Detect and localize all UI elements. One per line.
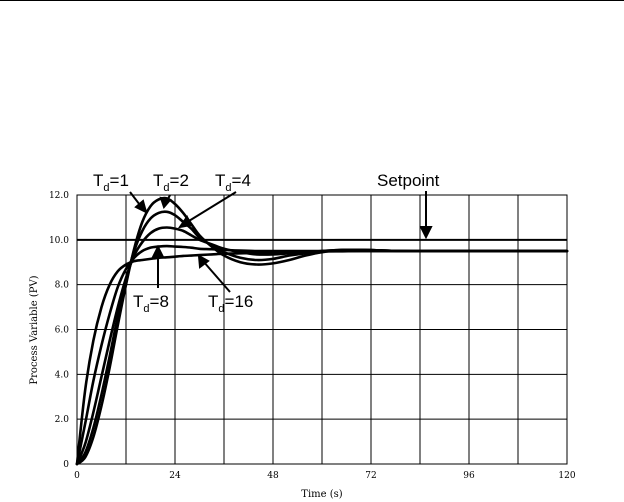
x-tick-label: 24	[169, 471, 181, 481]
y-tick-labels: 0 2.0 4.0 6.0 8.0 10.0 12.0	[49, 191, 69, 470]
x-tick-label: 96	[463, 471, 475, 481]
x-tick-label: 0	[74, 471, 80, 481]
y-tick-label: 10.0	[49, 236, 69, 246]
arrow-td1-head	[134, 199, 148, 214]
label-td4: Td=4	[215, 171, 251, 194]
setpoint-label: Setpoint	[377, 171, 440, 190]
series-line-5	[75, 249, 569, 466]
y-tick-label: 8.0	[55, 281, 70, 291]
arrow-td4-head	[177, 215, 193, 229]
label-td8: Td=8	[133, 292, 169, 315]
y-tick-label: 4.0	[55, 370, 70, 380]
arrow-td8-head	[151, 244, 165, 258]
grid	[76, 194, 568, 465]
x-axis-label: Time (s)	[301, 489, 342, 500]
y-axis-label: Process Variable (PV)	[29, 275, 40, 384]
x-tick-label: 120	[558, 471, 575, 481]
y-tick-label: 6.0	[55, 326, 70, 336]
label-td1: Td=1	[93, 171, 129, 194]
arrow-td4	[183, 191, 237, 225]
arrow-td2-head	[159, 196, 172, 209]
x-tick-labels: 0 24 48 72 96 120	[74, 471, 576, 481]
plot-frame	[76, 194, 568, 465]
page-top-rule	[0, 0, 624, 1]
x-tick-label: 72	[365, 471, 376, 481]
label-td2: Td=2	[153, 171, 189, 194]
arrow-td16	[202, 260, 231, 293]
y-tick-label: 0	[63, 460, 69, 470]
x-tick-label: 48	[267, 471, 279, 481]
y-tick-label: 12.0	[49, 191, 69, 201]
arrow-setpoint-head	[419, 226, 433, 240]
annotations: Td=1 Td=2 Td=4 Setpoint Td=8 Td=16	[93, 171, 440, 315]
arrow-td16-head	[197, 254, 210, 269]
label-td16: Td=16	[208, 292, 253, 315]
series-group	[75, 196, 569, 466]
y-tick-label: 2.0	[55, 415, 70, 425]
